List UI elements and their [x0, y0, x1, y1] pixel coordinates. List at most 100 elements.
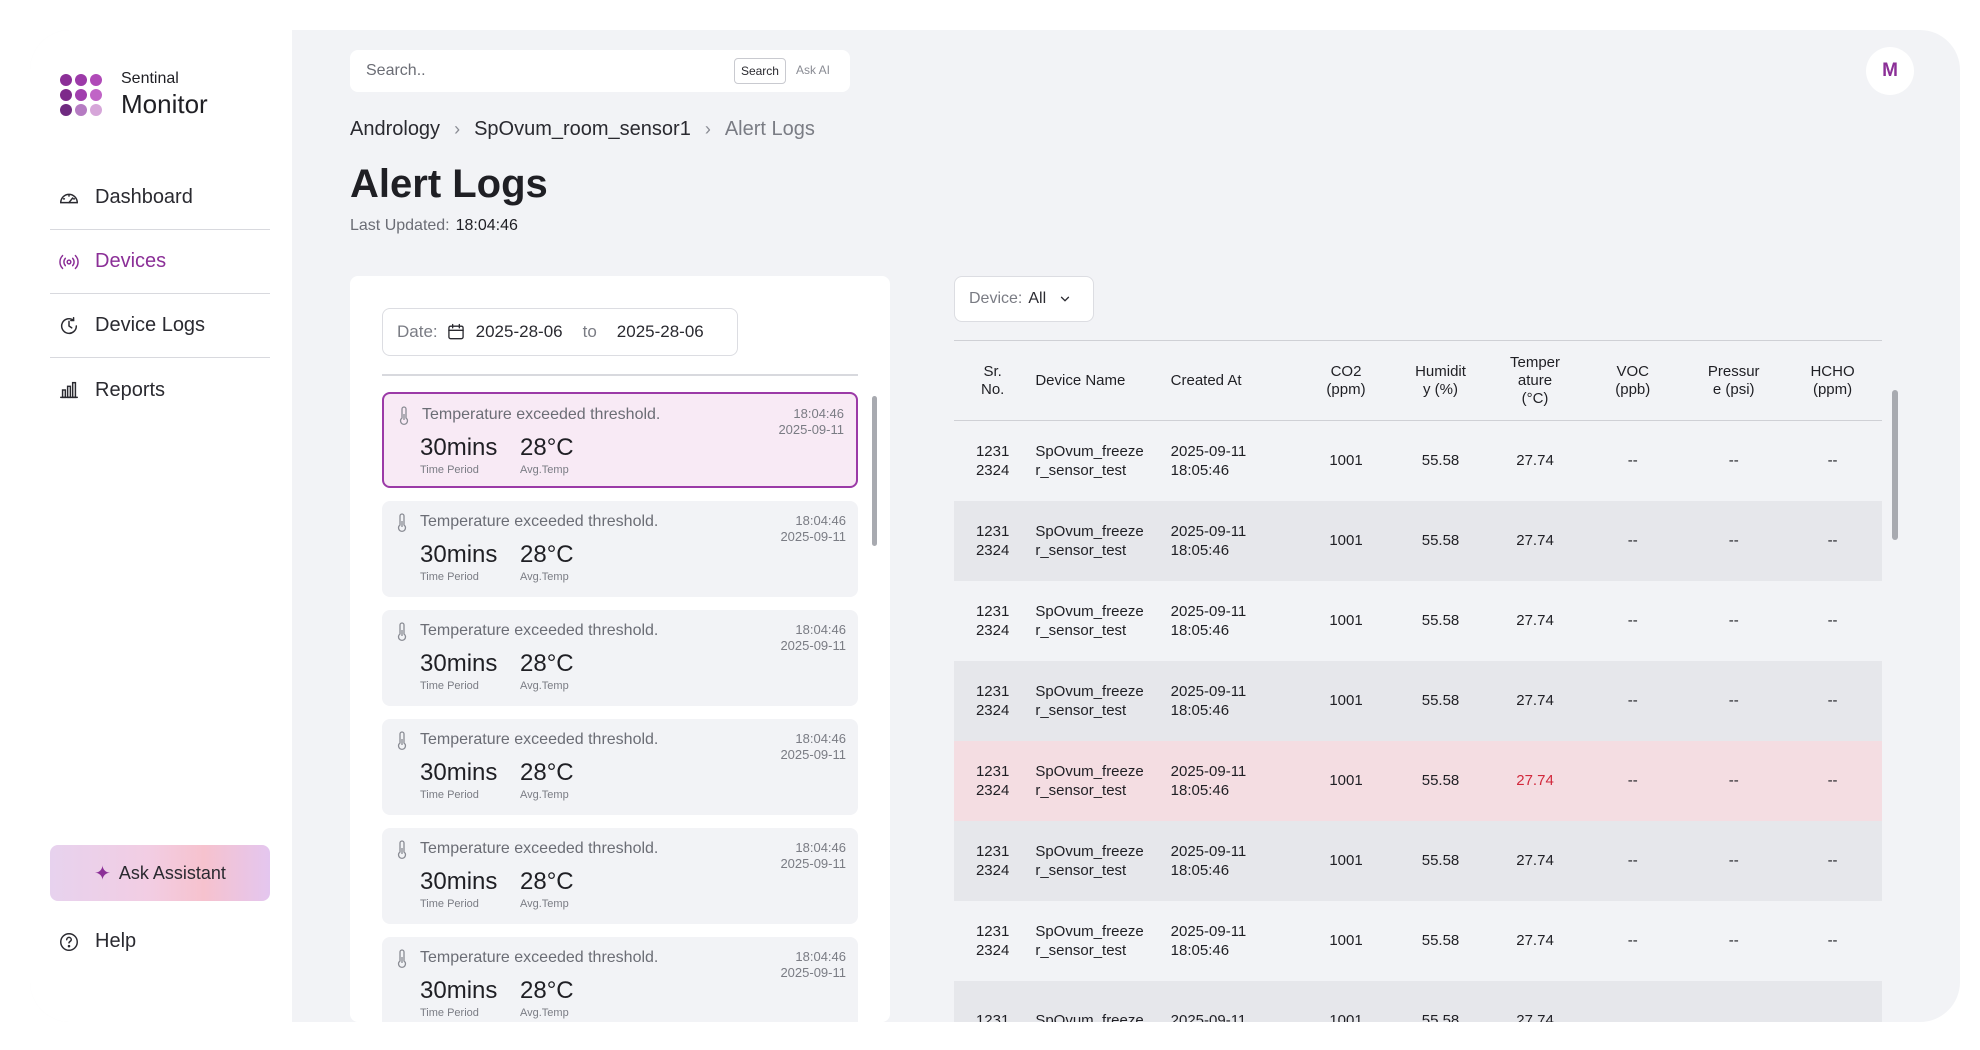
device-name-cell-text: SpOvum_freeze: [1035, 602, 1144, 620]
date-range-filter[interactable]: Date: 2025-28-06 to 2025-28-06: [382, 308, 738, 356]
breadcrumb-item[interactable]: SpOvum_room_sensor1: [474, 118, 691, 140]
avg-temp-label: Avg.Temp: [520, 898, 569, 910]
co2-cell-text: 1001: [1329, 772, 1363, 789]
column-header[interactable]: CO2 (ppm): [1300, 341, 1392, 421]
column-header[interactable]: VOC (ppb): [1581, 341, 1684, 421]
sr-no-cell: 1231 2324: [954, 581, 1031, 661]
co2-cell-text: 1001: [1329, 692, 1363, 709]
avatar[interactable]: M: [1866, 47, 1914, 95]
column-header-line: e (psi): [1712, 380, 1755, 398]
avg-temp-metric: 28°C Avg.Temp: [520, 434, 574, 476]
temperature-cell: 27.74: [1489, 421, 1581, 501]
broadcast-icon: [59, 254, 79, 269]
help-label: Help: [95, 930, 137, 952]
help-link[interactable]: Help: [58, 930, 136, 953]
pressure-cell-text: --: [1728, 772, 1739, 789]
sr-no-cell-text: 1231: [975, 922, 1010, 940]
date-from[interactable]: 2025-28-06: [475, 322, 563, 341]
search-input[interactable]: [366, 62, 706, 80]
sr-no-cell-text: 1231: [975, 682, 1010, 700]
alert-card[interactable]: Temperature exceeded threshold. 18:04:46 2…: [382, 501, 858, 597]
table-row[interactable]: 1231 2324 SpOvum_freeze r_sensor_test 2025-0…: [954, 660, 1882, 741]
date-to-label: to: [582, 322, 597, 341]
column-header[interactable]: Temper ature (°C): [1489, 341, 1581, 421]
alert-card[interactable]: Temperature exceeded threshold. 18:04:46 2…: [382, 392, 858, 488]
temperature-cell-text: 27.74: [1516, 772, 1554, 789]
alert-message: Temperature exceeded threshold.: [420, 949, 659, 966]
brand-logo[interactable]: Sentinal Monitor: [60, 70, 208, 119]
co2-cell: 1001: [1300, 981, 1392, 1022]
device-name-cell-text: SpOvum_freeze: [1035, 522, 1144, 540]
search-button[interactable]: Search: [733, 58, 786, 84]
alert-card[interactable]: Temperature exceeded threshold. 18:04:46 2…: [382, 610, 858, 706]
table-scrollbar[interactable]: [1892, 390, 1898, 540]
sr-no-cell-text: 1231: [975, 442, 1010, 460]
alert-time: 18:04:46: [795, 840, 846, 855]
page-title: Alert Logs: [350, 162, 548, 206]
alert-card[interactable]: Temperature exceeded threshold. 18:04:46 2…: [382, 828, 858, 924]
pressure-cell-text: --: [1728, 612, 1739, 629]
nav-item-device-logs[interactable]: Device Logs: [50, 294, 270, 358]
device-filter-dropdown[interactable]: Device: All: [954, 276, 1094, 322]
created-at-cell: 2025-09-11 18:05:46: [1167, 901, 1300, 981]
breadcrumb-current: Alert Logs: [724, 118, 815, 140]
temperature-cell-text: 27.74: [1516, 532, 1554, 549]
voc-cell: --: [1581, 581, 1684, 661]
alert-card[interactable]: Temperature exceeded threshold. 18:04:46 2…: [382, 937, 858, 1022]
device-filter-label: Device:: [969, 290, 1023, 307]
column-header[interactable]: Pressur e (psi): [1684, 341, 1783, 421]
ask-assistant-button[interactable]: ✦ Ask Assistant: [50, 845, 270, 901]
humidity-cell-text: 55.58: [1421, 612, 1460, 629]
hcho-cell-text: --: [1827, 932, 1838, 949]
time-period-value: 30mins: [420, 759, 498, 786]
table-row[interactable]: 1231 2324 SpOvum_freeze r_sensor_test 2025-0…: [954, 740, 1882, 821]
column-header-line: VOC: [1616, 362, 1650, 380]
hcho-cell: --: [1783, 741, 1882, 821]
nav-item-dashboard[interactable]: Dashboard: [50, 166, 270, 230]
breadcrumb: Andrology › SpOvum_room_sensor1 › Alert …: [350, 118, 815, 141]
sidebar: Sentinal Monitor Dashboard Devices Devic…: [30, 30, 292, 1022]
pressure-cell: --: [1684, 421, 1783, 501]
voc-cell: --: [1581, 821, 1684, 901]
table-row[interactable]: 1231 2324 SpOvum_freeze r_sensor_test 2025-0…: [954, 900, 1882, 981]
date-to[interactable]: 2025-28-06: [616, 322, 704, 341]
thermometer-icon: [397, 731, 407, 751]
logo-dot: [90, 88, 102, 101]
table-row[interactable]: 1231 2324 SpOvum_freeze r_sensor_test 2025-0…: [954, 500, 1882, 581]
column-header-line: (ppb): [1615, 380, 1651, 398]
time-period-value: 30mins: [420, 541, 498, 568]
avg-temp-metric: 28°C Avg.Temp: [520, 541, 574, 583]
hcho-cell: --: [1783, 901, 1882, 981]
alerts-scrollbar[interactable]: [872, 396, 877, 546]
column-header[interactable]: HCHO (ppm): [1783, 341, 1882, 421]
alert-date: 2025-09-11: [780, 856, 846, 871]
avg-temp-metric: 28°C Avg.Temp: [520, 759, 574, 801]
thermometer-icon: [399, 406, 409, 426]
created-at-cell: 2025-09-11 18:05:46: [1167, 661, 1300, 741]
calendar-icon: [447, 323, 464, 340]
time-period-label: Time Period: [420, 1007, 479, 1019]
table-row[interactable]: 1231 2324 SpOvum_freeze r_sensor_test 2025-0…: [954, 420, 1882, 501]
breadcrumb-item[interactable]: Andrology: [350, 118, 441, 140]
co2-cell: 1001: [1300, 821, 1392, 901]
alert-card[interactable]: Temperature exceeded threshold. 18:04:46 2…: [382, 719, 858, 815]
column-header[interactable]: Device Name: [1031, 341, 1166, 421]
hcho-cell: [1783, 981, 1882, 1023]
table-row[interactable]: 1231 2324 SpOvum_freeze r_sensor_test 2025-0…: [954, 580, 1882, 661]
sr-no-cell-text: 2324: [975, 621, 1010, 639]
ask-ai-button[interactable]: Ask AI: [795, 63, 830, 77]
column-header[interactable]: Created At: [1167, 341, 1300, 421]
nav-item-devices[interactable]: Devices: [50, 230, 270, 294]
time-period-metric: 30mins Time Period: [420, 759, 497, 801]
column-header[interactable]: Humidit y (%): [1392, 341, 1489, 421]
table-row[interactable]: 1231 SpOvum_freeze 2025-09-11 1001 55.58 27.7…: [954, 980, 1882, 1023]
table-row[interactable]: 1231 2324 SpOvum_freeze r_sensor_test 2025-0…: [954, 820, 1882, 901]
hcho-cell-text: --: [1827, 532, 1838, 549]
column-header[interactable]: Sr. No.: [954, 341, 1031, 421]
created-at-cell-text: 2025-09-11: [1170, 602, 1247, 620]
column-header-line: (ppm): [1326, 380, 1366, 398]
alert-message: Temperature exceeded threshold.: [420, 622, 659, 639]
device-name-cell-text: r_sensor_test: [1035, 541, 1127, 559]
column-header-line: Temper: [1510, 353, 1561, 371]
nav-item-reports[interactable]: Reports: [50, 358, 270, 422]
